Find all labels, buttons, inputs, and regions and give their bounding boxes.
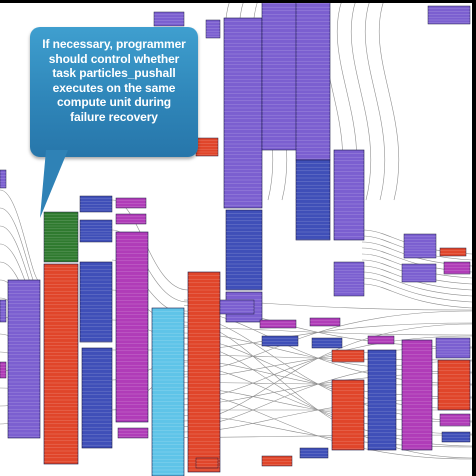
task-block-red-small [195, 457, 219, 469]
callout-pointer [40, 150, 68, 218]
task-column-blue-c [225, 209, 263, 291]
task-column-magenta [115, 231, 149, 423]
task-block-purple-g [403, 233, 437, 259]
task-block-red-d [331, 349, 365, 363]
task-block-red-top [195, 137, 219, 157]
annotation-callout: If necessary, programmer should control … [30, 27, 198, 157]
task-column-red-b [187, 271, 221, 473]
task-column-red-a [43, 263, 79, 465]
right-border [472, 3, 476, 476]
task-block-blue-h [441, 431, 471, 443]
task-column-magenta-h [401, 339, 433, 451]
task-column-blue-g [367, 349, 397, 451]
task-column-purple-c [261, 0, 299, 151]
top-border [0, 0, 476, 3]
task-block-purple-j [435, 337, 471, 359]
task-block-purple-i [427, 5, 471, 25]
task-block-blue-e [261, 335, 299, 347]
task-block-magenta-d [443, 261, 471, 275]
task-column-purple-d [295, 0, 331, 161]
callout-text: If necessary, programmer should control … [42, 37, 186, 124]
task-column-red-e [331, 379, 365, 451]
task-block-magenta-f [309, 317, 341, 327]
task-block-red-g [261, 455, 293, 467]
task-block-blue-a [79, 195, 113, 213]
task-column-cyan [151, 307, 185, 476]
task-block-blue-b [79, 219, 113, 243]
task-column-blue-a [79, 261, 113, 343]
task-block-left-c [0, 361, 7, 379]
task-column-purple-e [333, 149, 365, 241]
task-block-red-c [439, 247, 467, 257]
task-block-blue-i [299, 447, 329, 459]
task-block-purple-top [153, 11, 185, 27]
task-block-purple-f [333, 261, 365, 297]
task-block-green [43, 211, 79, 263]
task-block-purple-k [219, 299, 255, 315]
task-column-root [7, 279, 41, 439]
task-column-red-f [437, 359, 471, 411]
task-column-blue-b [81, 347, 113, 449]
task-column-purple-a [223, 17, 263, 209]
task-block-purple-top-b [205, 19, 221, 39]
task-block-blue-f [311, 337, 343, 349]
task-block-magenta-e [259, 319, 297, 329]
task-block-purple-h [401, 263, 437, 283]
task-block-magenta-c [117, 427, 149, 439]
task-column-blue-d [295, 159, 331, 241]
task-block-left-a [0, 169, 7, 189]
task-block-magenta-i [439, 413, 471, 427]
task-block-magenta-b [115, 213, 147, 225]
task-block-left-b [0, 299, 7, 323]
task-block-magenta-g [367, 335, 395, 345]
task-block-magenta-a [115, 197, 147, 209]
